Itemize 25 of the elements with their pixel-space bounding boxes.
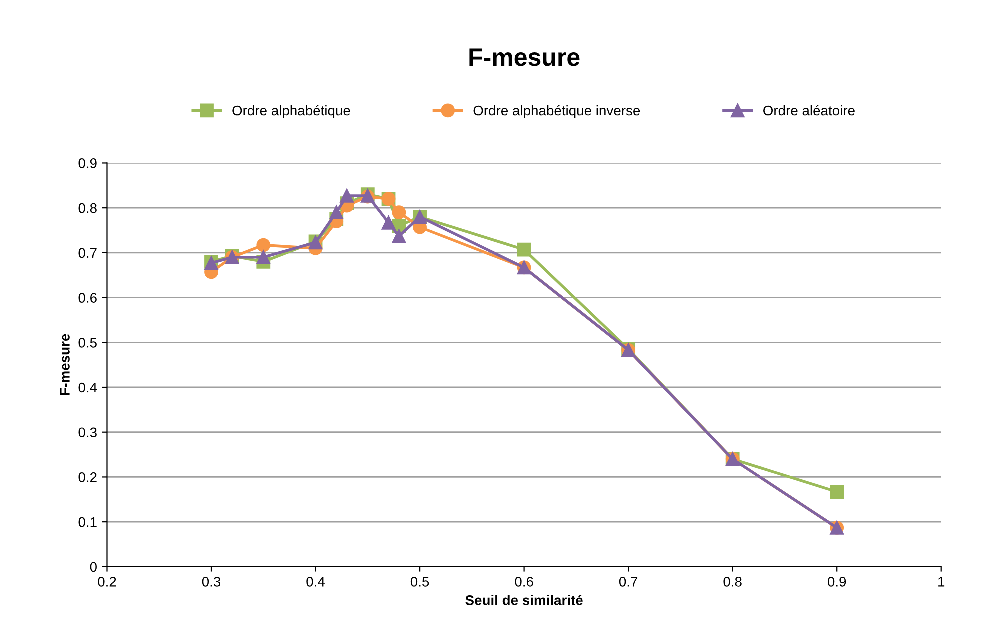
x-tick-label: 0.3	[202, 577, 221, 587]
y-tick-label: 0.1	[78, 517, 97, 528]
y-tick-label: 0.6	[78, 293, 97, 303]
x-tick-label: 0.9	[828, 577, 846, 587]
y-tick-label: 0.3	[78, 428, 97, 438]
y-tick-label: 0	[90, 562, 97, 572]
y-tick-label: 0.9	[78, 158, 97, 168]
y-tick-label: 0.7	[78, 248, 97, 258]
x-tick-label: 0.4	[306, 577, 326, 587]
x-tick-label: 0.8	[724, 577, 742, 587]
x-tick-label: 0.6	[515, 577, 534, 587]
chart-title: F-mesure	[470, 48, 580, 66]
legend-label: Ordre alphabétique	[232, 105, 350, 118]
y-tick-label: 0.2	[78, 472, 97, 482]
x-tick-label: 0.2	[98, 577, 116, 587]
x-axis-title: Seuil de similarité	[466, 595, 583, 606]
y-tick-label: 0.8	[78, 203, 97, 214]
y-tick-label: 0.4	[78, 382, 98, 393]
legend-label: Ordre aléatoire	[764, 105, 855, 116]
x-tick-label: 0.5	[410, 577, 430, 587]
x-tick-label: 0.7	[619, 577, 638, 587]
x-tick-label: 1	[938, 577, 945, 587]
legend-label: Ordre alphabétique inverse	[474, 105, 640, 118]
y-tick-label: 0.5	[78, 338, 97, 348]
y-axis-title: F-mesure	[60, 334, 70, 396]
